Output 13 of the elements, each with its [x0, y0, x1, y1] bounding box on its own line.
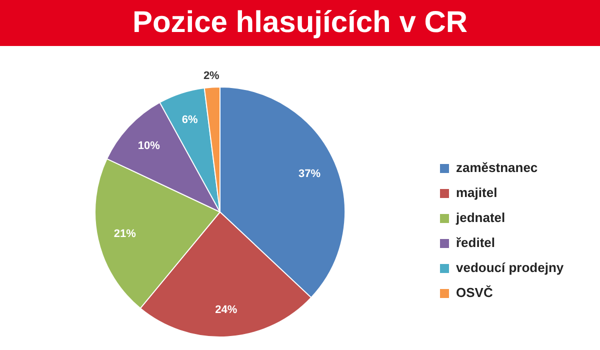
data-label: 2%	[203, 70, 220, 82]
data-label: 21%	[114, 228, 136, 240]
legend-label: ředitel	[456, 235, 496, 250]
legend-label: zaměstnanec	[456, 160, 538, 175]
data-label: 6%	[182, 114, 198, 126]
chart-title: Pozice hlasujících v CR	[132, 6, 468, 39]
legend-label: majitel	[456, 185, 498, 200]
data-label: 10%	[138, 140, 160, 152]
data-label: 24%	[215, 304, 238, 316]
data-label: 37%	[298, 168, 321, 180]
legend-label: jednatel	[455, 210, 506, 225]
legend-label: OSVČ	[456, 285, 494, 300]
legend-label: vedoucí prodejny	[456, 260, 564, 275]
